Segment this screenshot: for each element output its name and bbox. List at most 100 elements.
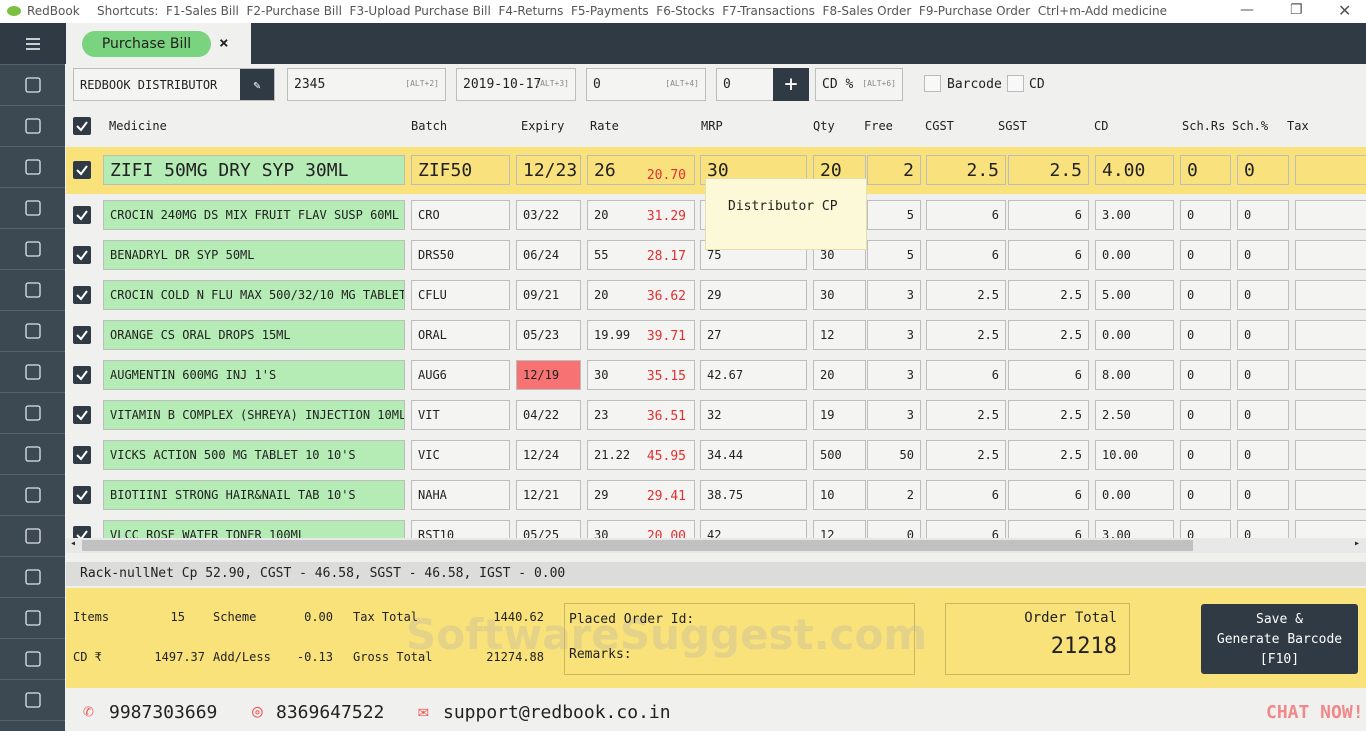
nav-icon[interactable]: [0, 146, 65, 188]
sgst-cell[interactable]: 6: [1008, 520, 1089, 538]
add-button[interactable]: +: [773, 68, 809, 101]
tax-cell[interactable]: [1295, 280, 1366, 310]
free-cell[interactable]: 2: [867, 480, 921, 510]
nav-icon[interactable]: [0, 187, 65, 229]
sgst-cell[interactable]: 2.5: [1008, 280, 1089, 310]
qty-cell[interactable]: 20: [813, 360, 866, 390]
mrp-cell[interactable]: 38.75: [700, 480, 807, 510]
tax-cell[interactable]: [1295, 320, 1366, 350]
rate-cell[interactable]: 29 29.41: [587, 480, 695, 510]
free-cell[interactable]: 2: [867, 155, 921, 185]
row-check[interactable]: [73, 406, 91, 424]
medicine-cell[interactable]: BIOTIINI STRONG HAIR&NAIL TAB 10'S: [103, 480, 405, 510]
expiry-cell[interactable]: 12/21: [516, 480, 581, 510]
cgst-cell[interactable]: 2.5: [926, 400, 1006, 430]
free-cell[interactable]: 3: [867, 320, 921, 350]
row-check[interactable]: [73, 161, 91, 179]
nav-icon[interactable]: [0, 638, 65, 680]
mrp-cell[interactable]: 42: [700, 520, 807, 538]
menu[interactable]: [0, 23, 65, 65]
cgst-cell[interactable]: 2.5: [926, 155, 1006, 185]
sch_pct-cell[interactable]: 0: [1237, 155, 1289, 185]
sch_pct-cell[interactable]: 0: [1237, 520, 1289, 538]
sch_pct-cell[interactable]: 0: [1237, 400, 1289, 430]
sch_pct-cell[interactable]: 0: [1237, 240, 1289, 270]
free-cell[interactable]: 3: [867, 400, 921, 430]
hscroll[interactable]: ◂ ▸: [66, 538, 1366, 553]
sch_rs-cell[interactable]: 0: [1180, 360, 1231, 390]
qty-cell[interactable]: 500: [813, 440, 866, 470]
tax-cell[interactable]: [1295, 240, 1366, 270]
nav-icon[interactable]: [0, 269, 65, 311]
scroll-right[interactable]: ▸: [1354, 538, 1361, 549]
qty-cell[interactable]: 19: [813, 400, 866, 430]
row-check[interactable]: [73, 366, 91, 384]
row-check[interactable]: [73, 206, 91, 224]
batch-cell[interactable]: VIT: [411, 400, 510, 430]
cgst-cell[interactable]: 6: [926, 200, 1006, 230]
cd[interactable]: CD % [ALT+6]: [815, 68, 903, 101]
qty-cell[interactable]: 30: [813, 280, 866, 310]
medicine-cell[interactable]: ZIFI 50MG DRY SYP 30ML: [103, 155, 405, 185]
cd-cell[interactable]: 3.00: [1095, 200, 1174, 230]
sch_rs-cell[interactable]: 0: [1180, 240, 1231, 270]
cgst-cell[interactable]: 6: [926, 240, 1006, 270]
expiry-cell[interactable]: 05/23: [516, 320, 581, 350]
medicine-cell[interactable]: BENADRYL DR SYP 50ML: [103, 240, 405, 270]
sgst-cell[interactable]: 6: [1008, 200, 1089, 230]
sgst-cell[interactable]: 2.5: [1008, 400, 1089, 430]
restore[interactable]: ❐: [1290, 2, 1303, 18]
cgst-cell[interactable]: 2.5: [926, 320, 1006, 350]
medicine-cell[interactable]: ORANGE CS ORAL DROPS 15ML: [103, 320, 405, 350]
nav-icon[interactable]: [0, 597, 65, 639]
batch-cell[interactable]: CRO: [411, 200, 510, 230]
sch_pct-cell[interactable]: 0: [1237, 480, 1289, 510]
nav-icon[interactable]: [0, 515, 65, 557]
sgst-cell[interactable]: 2.5: [1008, 440, 1089, 470]
free-cell[interactable]: 50: [867, 440, 921, 470]
rate-cell[interactable]: 20 31.29: [587, 200, 695, 230]
scroll-left[interactable]: ◂: [70, 538, 77, 549]
tax-cell[interactable]: [1295, 400, 1366, 430]
batch-cell[interactable]: CFLU: [411, 280, 510, 310]
row-check[interactable]: [73, 526, 91, 538]
free-cell[interactable]: 0: [867, 520, 921, 538]
row-check[interactable]: [73, 246, 91, 264]
sch_rs-cell[interactable]: 0: [1180, 155, 1231, 185]
batch-cell[interactable]: NAHA: [411, 480, 510, 510]
barcode-check[interactable]: [924, 75, 941, 92]
sch_pct-cell[interactable]: 0: [1237, 280, 1289, 310]
cd-cell[interactable]: 0.00: [1095, 480, 1174, 510]
batch-cell[interactable]: AUG6: [411, 360, 510, 390]
edit-button[interactable]: ✎: [240, 69, 274, 100]
nav-icon[interactable]: [0, 105, 65, 147]
nav-icon[interactable]: [0, 556, 65, 598]
qty-cell[interactable]: 12: [813, 320, 866, 350]
row-check[interactable]: [73, 486, 91, 504]
invoice[interactable]: 2345 [ALT+2]: [287, 68, 446, 101]
nav-icon[interactable]: [0, 433, 65, 475]
sch_rs-cell[interactable]: 0: [1180, 520, 1231, 538]
rate-cell[interactable]: 23 36.51: [587, 400, 695, 430]
medicine-cell[interactable]: AUGMENTIN 600MG INJ 1'S: [103, 360, 405, 390]
free-cell[interactable]: 3: [867, 360, 921, 390]
rate-cell[interactable]: 19.99 39.71: [587, 320, 695, 350]
tax-cell[interactable]: 6: [1295, 360, 1366, 390]
batch-cell[interactable]: VIC: [411, 440, 510, 470]
free-cell[interactable]: 5: [867, 200, 921, 230]
mrp-cell[interactable]: 32: [700, 400, 807, 430]
expiry-cell[interactable]: 12/23: [516, 155, 581, 185]
tab[interactable]: Purchase Bill ×: [66, 23, 251, 64]
expiry-cell[interactable]: 12/19: [516, 360, 581, 390]
expiry-cell[interactable]: 12/24: [516, 440, 581, 470]
rate-cell[interactable]: 30 20.00: [587, 520, 695, 538]
cd-cell[interactable]: 2.50: [1095, 400, 1174, 430]
cgst-cell[interactable]: 6: [926, 520, 1006, 538]
tab-label[interactable]: Purchase Bill: [82, 31, 211, 57]
nav-icon[interactable]: [0, 474, 65, 516]
free-cell[interactable]: 5: [867, 240, 921, 270]
row-check[interactable]: [73, 286, 91, 304]
sgst-cell[interactable]: 6: [1008, 480, 1089, 510]
qty-cell[interactable]: 12: [813, 520, 866, 538]
chat-now[interactable]: CHAT NOW!: [1266, 702, 1364, 723]
